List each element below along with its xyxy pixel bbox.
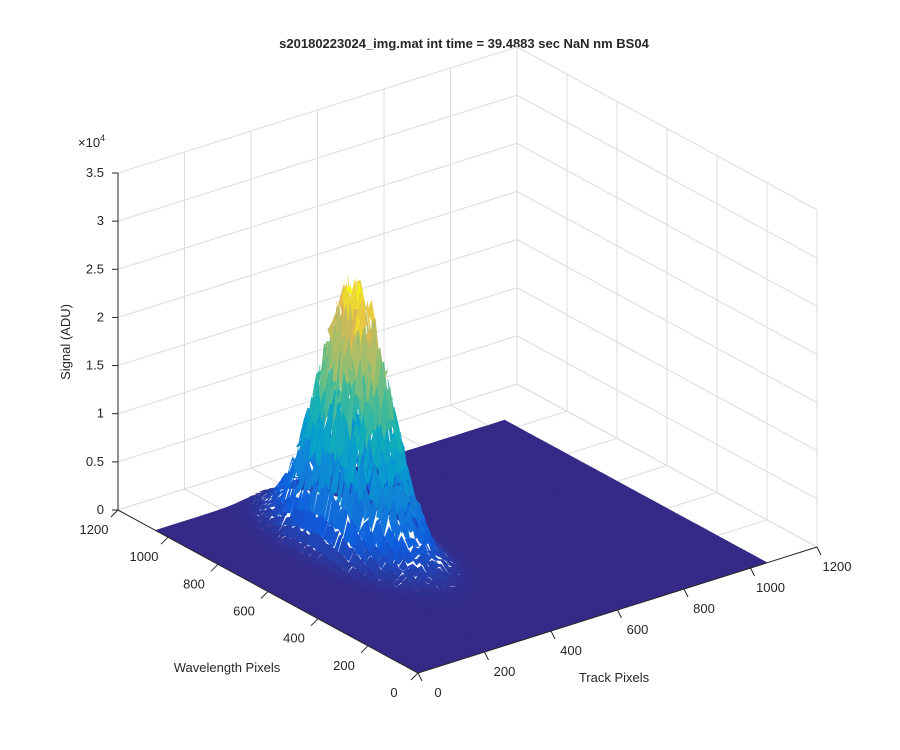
x-tick-mark <box>816 546 822 556</box>
grid-line <box>516 335 818 500</box>
x-tick-label: 1200 <box>823 559 852 574</box>
z-tick-label: 1.5 <box>86 358 104 373</box>
grid-line <box>117 190 518 318</box>
x-tick-label: 600 <box>627 622 649 637</box>
y-tick-label: 800 <box>183 576 205 591</box>
grid-line <box>516 190 818 355</box>
y-tick-label: 600 <box>233 604 255 619</box>
y-tick-label: 200 <box>333 658 355 673</box>
x-tick-mark <box>484 651 489 661</box>
y-tick-mark <box>410 672 419 681</box>
z-tick-label: 0 <box>97 502 104 517</box>
x-tick-mark <box>683 588 689 598</box>
x-tick-label: 800 <box>693 601 715 616</box>
x-axis-label: Track Pixels <box>579 670 650 685</box>
z-tick-label: 3 <box>97 213 104 228</box>
x-tick-mark <box>750 567 755 577</box>
chart-title: s20180223024_img.mat int time = 39.4883 … <box>279 36 649 51</box>
z-tick-label: 0.5 <box>86 454 104 469</box>
grid-line <box>516 287 818 452</box>
z-exponent-label: ×104 <box>78 133 105 150</box>
x-tick-label: 400 <box>560 643 582 658</box>
y-tick-mark <box>360 645 369 654</box>
z-tick-label: 3.5 <box>86 165 104 180</box>
z-tick-label: 2 <box>97 309 104 324</box>
x-tick-mark <box>550 630 556 640</box>
y-tick-label: 1200 <box>80 522 109 537</box>
x-tick-label: 1000 <box>756 580 785 595</box>
x-tick-mark <box>417 672 423 682</box>
y-tick-mark <box>160 536 169 545</box>
z-tick-label: 1 <box>97 406 104 421</box>
grid-line <box>516 383 818 548</box>
z-axis-label: Signal (ADU) <box>58 304 73 380</box>
y-tick-label: 400 <box>283 631 305 646</box>
y-axis-label: Wavelength Pixels <box>174 660 281 675</box>
y-tick-label: 0 <box>390 685 397 700</box>
x-tick-label: 200 <box>494 664 516 679</box>
y-tick-mark <box>210 563 219 572</box>
surface-patch <box>412 558 423 566</box>
x-tick-label: 0 <box>434 685 441 700</box>
y-tick-mark <box>310 618 319 627</box>
grid-line <box>117 46 518 174</box>
grid-line <box>516 46 818 211</box>
grid-line <box>117 142 518 270</box>
y-tick-mark <box>110 509 119 518</box>
y-tick-mark <box>260 591 269 599</box>
grid-line <box>516 94 818 259</box>
z-tick-label: 2.5 <box>86 261 104 276</box>
grid-line <box>516 239 818 404</box>
grid-line <box>117 287 518 415</box>
grid-line <box>117 239 518 367</box>
grid-line <box>117 94 518 222</box>
grid-line <box>516 142 818 307</box>
x-tick-mark <box>617 609 622 619</box>
y-tick-label: 1000 <box>130 549 159 564</box>
